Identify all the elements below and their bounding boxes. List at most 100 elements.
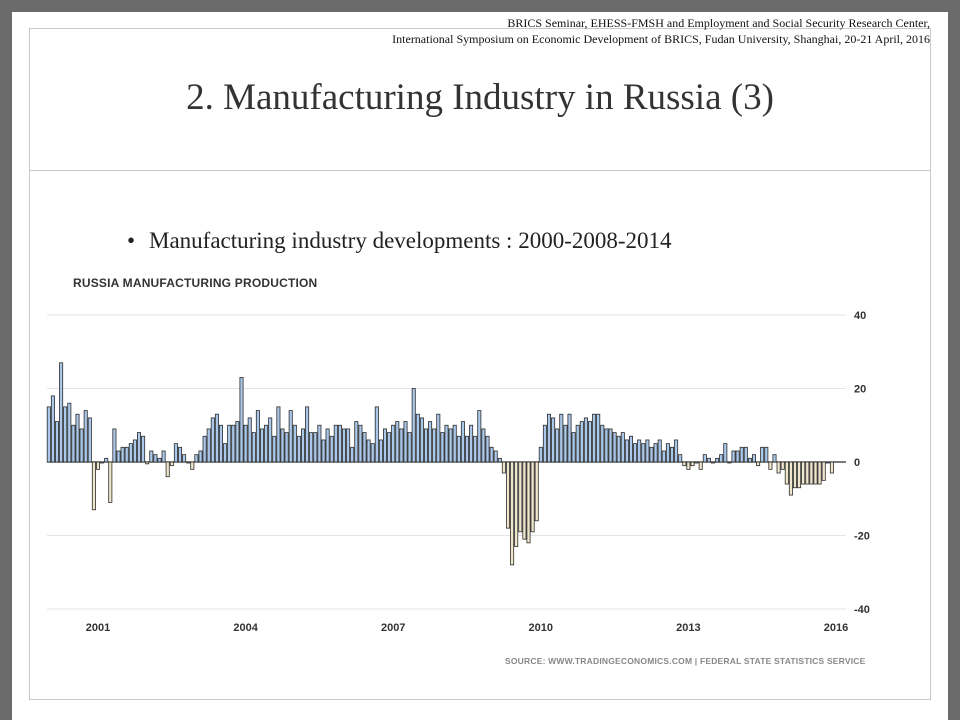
- bar: [497, 457, 502, 463]
- bar: [563, 424, 568, 463]
- bar: [206, 428, 211, 463]
- bar: [768, 461, 773, 470]
- bar: [132, 439, 137, 463]
- bar: [596, 413, 601, 463]
- bar: [620, 432, 625, 463]
- bar: [391, 424, 396, 463]
- bar: [194, 454, 199, 463]
- bar: [501, 461, 506, 474]
- bar: [428, 421, 433, 463]
- bar: [325, 428, 330, 463]
- bar: [112, 428, 117, 463]
- bar: [169, 461, 174, 467]
- y-tick-label: 40: [854, 310, 866, 322]
- bar: [128, 443, 133, 463]
- y-tick-label: -40: [854, 604, 870, 616]
- bar: [690, 461, 695, 467]
- bar: [198, 450, 203, 463]
- bar: [309, 432, 314, 463]
- bar: [788, 461, 793, 496]
- bar: [444, 424, 449, 463]
- bar: [378, 439, 383, 463]
- bar: [296, 435, 301, 463]
- bar: [235, 421, 240, 463]
- bar: [518, 461, 523, 533]
- bar: [96, 461, 100, 470]
- bar: [436, 413, 441, 463]
- bar: [608, 428, 613, 463]
- bar: [797, 461, 802, 489]
- bar: [284, 432, 289, 463]
- bar: [485, 435, 490, 463]
- bar: [776, 461, 781, 474]
- bar: [337, 424, 342, 463]
- bar: [723, 443, 728, 463]
- bar: [292, 424, 297, 463]
- bar: [276, 406, 281, 463]
- bar: [79, 428, 84, 463]
- bar: [415, 413, 420, 463]
- bar: [108, 461, 113, 503]
- bar: [809, 461, 814, 485]
- slide-title: 2. Manufacturing Industry in Russia (3): [186, 77, 774, 118]
- bar: [473, 435, 478, 463]
- bar: [67, 402, 72, 463]
- bar: [661, 450, 666, 463]
- bar: [157, 457, 162, 463]
- x-tick-label: 2010: [529, 622, 553, 634]
- bar: [653, 443, 658, 463]
- bar: [440, 432, 445, 463]
- conference-header-line-1: BRICS Seminar, EHESS-FMSH and Employment…: [507, 16, 930, 30]
- bar: [555, 428, 560, 463]
- bar: [239, 377, 244, 463]
- bar: [624, 439, 629, 463]
- bar: [313, 432, 318, 463]
- bar: [362, 432, 367, 463]
- bar: [104, 457, 109, 463]
- bar: [178, 446, 182, 463]
- bar: [145, 461, 150, 465]
- bar: [805, 461, 810, 485]
- bar: [747, 457, 752, 463]
- bar: [333, 424, 338, 463]
- bar: [813, 461, 818, 485]
- slide: BRICS Seminar, EHESS-FMSH and Employment…: [12, 12, 948, 720]
- bar: [120, 446, 125, 463]
- bar: [432, 428, 437, 463]
- bar: [670, 446, 674, 463]
- bar: [247, 417, 252, 463]
- bar: [399, 428, 404, 463]
- bar: [419, 417, 424, 463]
- bar: [477, 410, 482, 463]
- bar: [616, 435, 621, 463]
- bar: [424, 428, 428, 463]
- bar: [706, 457, 711, 463]
- bar: [579, 421, 584, 463]
- bar: [59, 362, 64, 463]
- bar: [288, 410, 293, 463]
- bar: [682, 461, 687, 467]
- bar: [358, 424, 363, 463]
- bar: [649, 446, 654, 463]
- bar: [772, 454, 777, 463]
- bar: [231, 424, 236, 463]
- bar: [784, 461, 789, 485]
- bar: [821, 461, 826, 481]
- bar: [469, 424, 474, 463]
- bar: [354, 421, 359, 463]
- bar: [641, 443, 646, 463]
- y-tick-label: -20: [854, 531, 870, 543]
- bar: [280, 428, 285, 463]
- chart-title: RUSSIA MANUFACTURING PRODUCTION: [73, 276, 318, 290]
- bar: [219, 424, 223, 463]
- bar: [530, 461, 535, 533]
- manufacturing-production-chart: 40 20 0 -20 -40 2001 2004 2007 2010 2013 2016: [46, 310, 870, 634]
- bar: [674, 439, 679, 463]
- bar: [678, 454, 683, 463]
- bar: [243, 424, 248, 463]
- bar: [604, 428, 609, 463]
- bar: [100, 461, 105, 464]
- bar: [71, 424, 76, 463]
- bar: [329, 435, 334, 463]
- bar: [592, 413, 597, 463]
